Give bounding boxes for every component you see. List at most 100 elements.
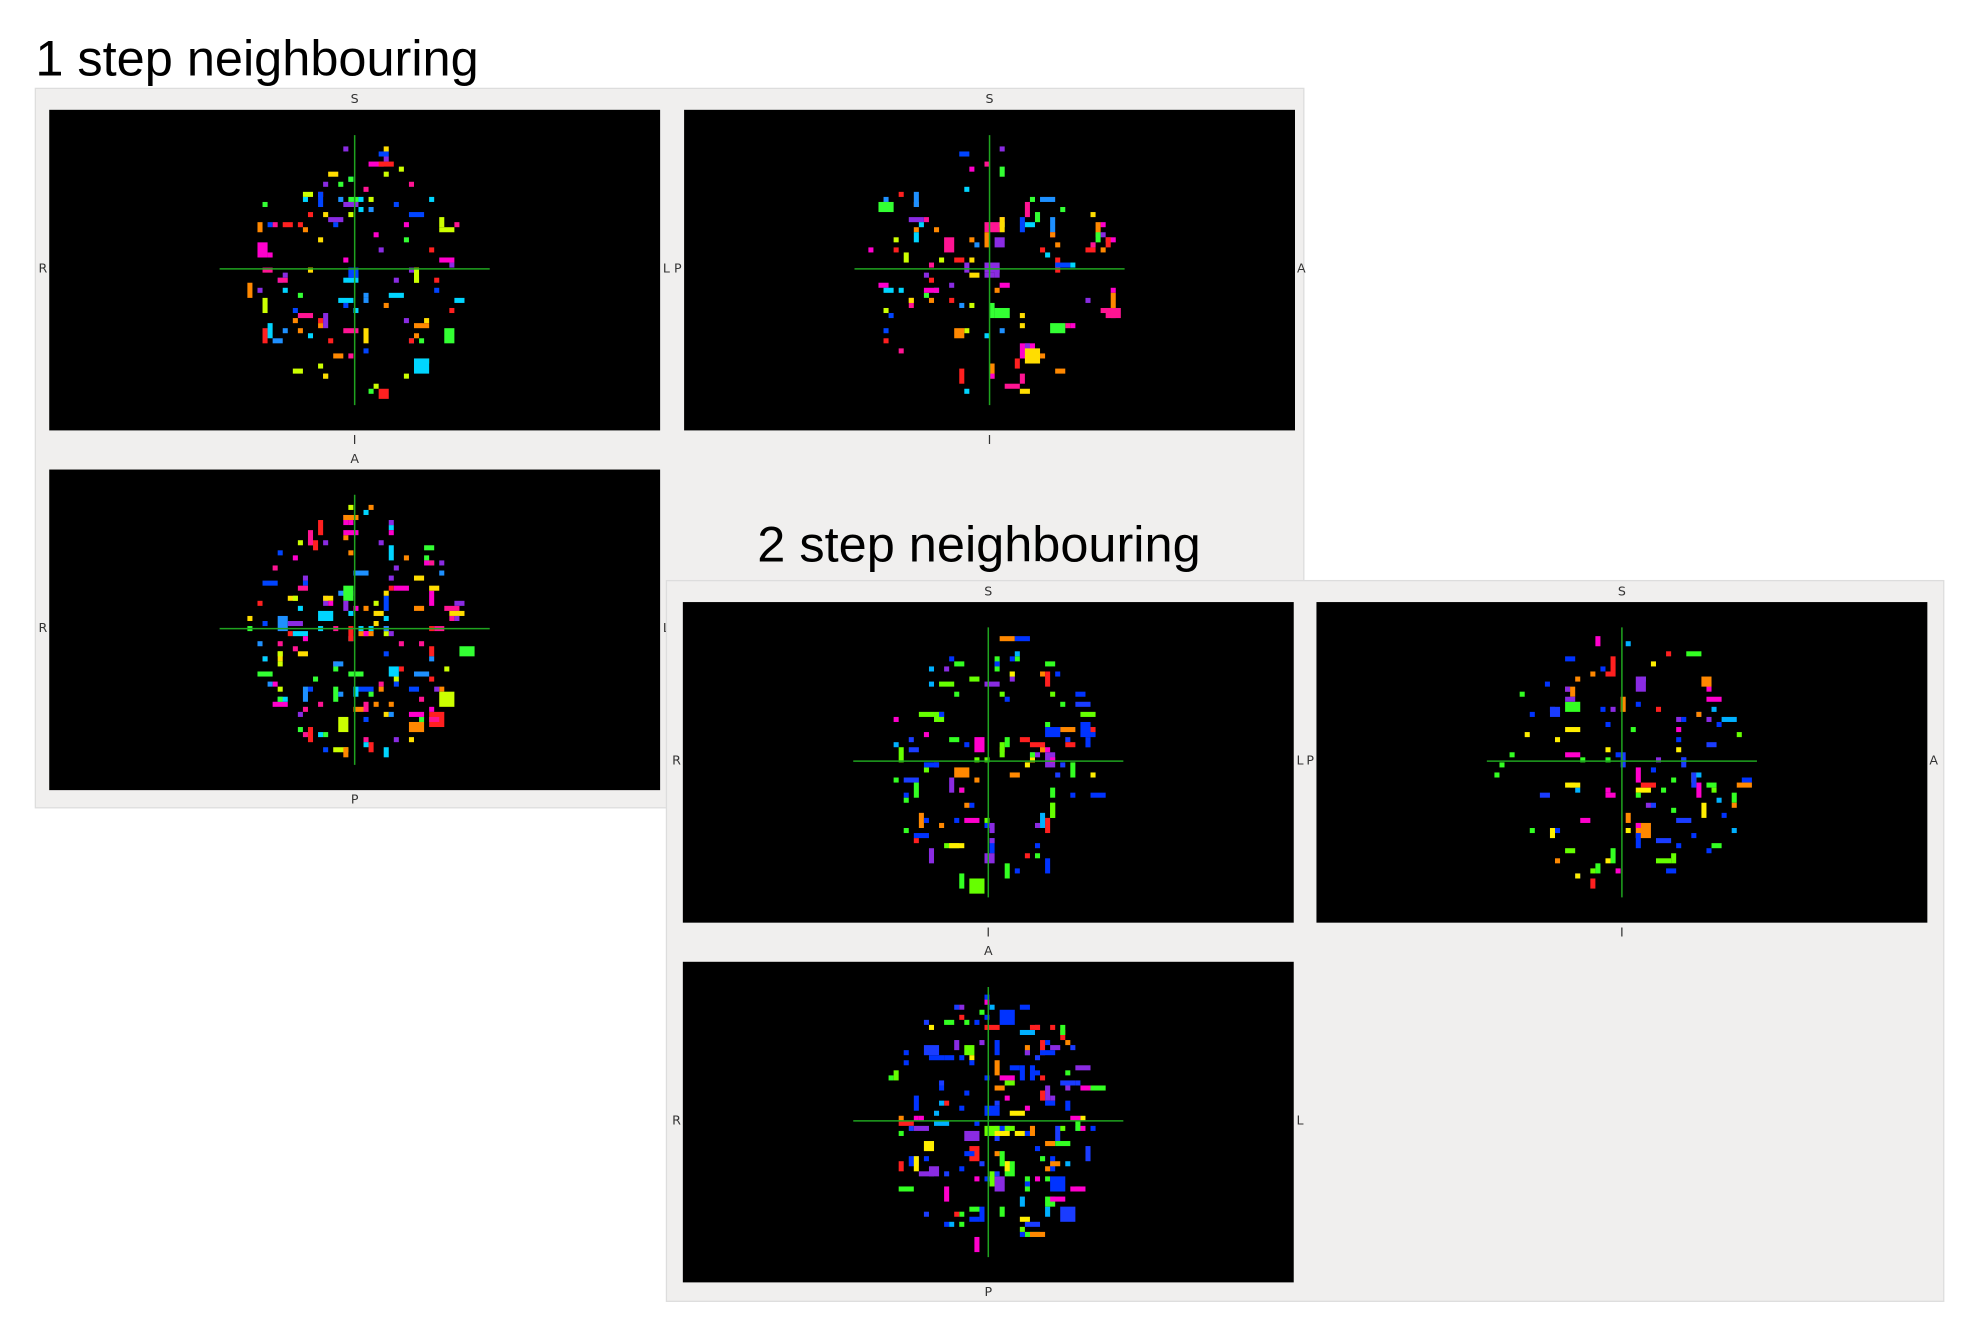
voxel bbox=[1575, 873, 1581, 879]
voxel bbox=[883, 307, 889, 314]
voxel bbox=[323, 181, 329, 187]
voxel bbox=[333, 747, 349, 753]
voxel bbox=[318, 701, 324, 707]
voxel bbox=[923, 767, 929, 773]
voxel bbox=[1055, 671, 1061, 677]
voxel bbox=[949, 843, 965, 849]
voxel bbox=[969, 1206, 980, 1212]
voxel bbox=[1014, 358, 1020, 369]
voxel bbox=[1045, 1206, 1051, 1217]
voxel bbox=[307, 686, 314, 692]
voxel bbox=[903, 777, 919, 783]
voxel bbox=[913, 1115, 919, 1121]
voxel bbox=[388, 631, 394, 637]
voxel bbox=[1640, 782, 1656, 788]
voxel bbox=[999, 636, 1015, 642]
voxel bbox=[363, 328, 369, 344]
voxel bbox=[1040, 812, 1046, 829]
voxel bbox=[297, 292, 303, 298]
panel: 2 step neighbouring S I R L S I P A A P R L bbox=[665, 516, 1945, 1302]
voxel bbox=[989, 373, 995, 379]
voxel bbox=[1050, 323, 1066, 334]
voxel bbox=[373, 600, 379, 606]
voxel bbox=[1590, 878, 1596, 889]
voxel bbox=[1019, 1029, 1035, 1035]
voxel bbox=[318, 732, 324, 738]
voxel bbox=[898, 191, 904, 197]
voxel bbox=[1716, 721, 1722, 728]
voxel bbox=[934, 1110, 940, 1116]
voxel bbox=[883, 338, 889, 344]
voxel bbox=[1625, 641, 1631, 647]
voxel bbox=[424, 555, 430, 561]
voxel bbox=[1065, 1161, 1071, 1167]
voxel bbox=[949, 297, 955, 303]
voxel bbox=[923, 1045, 940, 1056]
voxel bbox=[959, 368, 965, 384]
voxel bbox=[1060, 1024, 1066, 1035]
voxel bbox=[1565, 848, 1576, 854]
voxel bbox=[1019, 373, 1025, 384]
voxel bbox=[918, 1171, 935, 1177]
voxel bbox=[1529, 711, 1535, 717]
voxel bbox=[984, 757, 990, 763]
voxel bbox=[1524, 732, 1530, 738]
voxel bbox=[343, 535, 349, 541]
voxel bbox=[1024, 762, 1030, 768]
voxel bbox=[979, 1040, 985, 1046]
voxel bbox=[323, 595, 334, 601]
voxel bbox=[949, 1221, 955, 1227]
voxel bbox=[984, 161, 990, 167]
voxel bbox=[429, 590, 435, 606]
voxel bbox=[984, 1176, 990, 1182]
voxel bbox=[1731, 792, 1737, 803]
voxel bbox=[1600, 706, 1606, 712]
voxel bbox=[1019, 1216, 1030, 1222]
voxel bbox=[1050, 217, 1056, 233]
voxel bbox=[994, 287, 1000, 293]
voxel bbox=[297, 313, 314, 319]
voxel bbox=[1620, 696, 1626, 712]
voxel bbox=[388, 575, 394, 581]
voxel bbox=[1070, 1186, 1086, 1192]
voxel bbox=[328, 600, 334, 606]
voxel bbox=[1090, 727, 1096, 733]
voxel bbox=[1696, 711, 1702, 717]
voxel bbox=[388, 711, 394, 717]
voxel bbox=[888, 1075, 894, 1081]
voxel bbox=[383, 615, 389, 622]
voxel bbox=[1004, 696, 1010, 702]
voxel bbox=[287, 631, 293, 637]
voxel bbox=[999, 146, 1005, 152]
voxel bbox=[984, 1105, 1000, 1116]
voxel bbox=[333, 222, 339, 228]
voxel bbox=[343, 585, 354, 601]
voxel bbox=[368, 207, 374, 213]
voxel bbox=[944, 1221, 950, 1227]
voxel bbox=[999, 217, 1005, 233]
voxel bbox=[302, 227, 308, 233]
voxel bbox=[928, 1055, 945, 1061]
voxel bbox=[903, 792, 909, 798]
voxel bbox=[989, 302, 995, 319]
voxel bbox=[1080, 711, 1096, 717]
voxel bbox=[277, 641, 283, 647]
voxel bbox=[1605, 747, 1611, 753]
voxel bbox=[1661, 787, 1667, 793]
voxel bbox=[318, 191, 324, 208]
voxel bbox=[893, 777, 899, 783]
voxel bbox=[1590, 868, 1596, 874]
voxel bbox=[1671, 853, 1677, 864]
voxel bbox=[388, 701, 394, 707]
voxel bbox=[923, 292, 929, 298]
voxel bbox=[348, 504, 354, 510]
voxel bbox=[1065, 323, 1071, 329]
voxel bbox=[923, 1141, 935, 1152]
voxel bbox=[964, 802, 970, 808]
voxel bbox=[429, 196, 435, 202]
voxel bbox=[272, 222, 278, 228]
voxel bbox=[292, 368, 303, 374]
voxel bbox=[292, 631, 308, 637]
voxel bbox=[1605, 792, 1616, 798]
voxel bbox=[898, 348, 904, 354]
